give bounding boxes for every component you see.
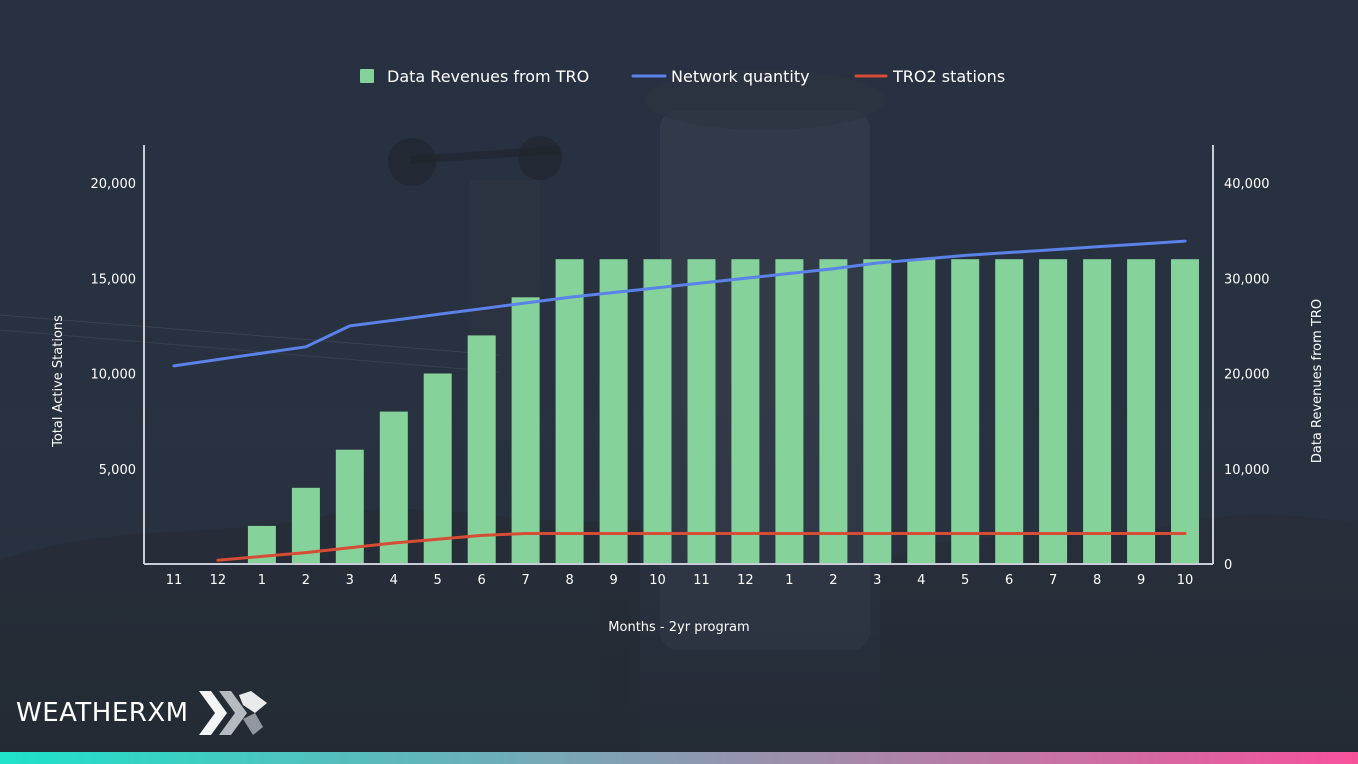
x-tick-labels: 11 12 1 2 3 4 5 6 7 8 9 10 11 12 1 2 3 4 5 6 7 8 9 10 (166, 573, 1194, 588)
x-tick-label: 8 (565, 573, 573, 588)
bar-15 (775, 259, 804, 564)
bar-11 (599, 259, 628, 564)
bar-23 (1127, 259, 1156, 564)
x-tick-label: 7 (521, 573, 529, 588)
bar-7 (423, 373, 452, 564)
x-tick-label: 1 (258, 573, 266, 588)
x-tick-label: 11 (166, 573, 183, 588)
bar-12 (643, 259, 672, 564)
x-tick-label: 3 (346, 573, 354, 588)
network-quantity-line (172, 239, 1187, 368)
power-line-shape (0, 314, 501, 356)
x-axis-title: Months - 2yr program (608, 620, 749, 635)
x-tick-label: 12 (210, 573, 227, 588)
left-y-axis-title: Total Active Stations (51, 315, 66, 448)
tro2-stations-line (216, 532, 1187, 562)
anemometer-cup-right-shape (518, 136, 562, 180)
left-y-tick-labels: 5,000 10,000 15,000 20,000 (91, 177, 137, 478)
brand-wordmark: WEATHERXM (16, 698, 189, 728)
bar-8 (467, 335, 496, 564)
x-tick-label: 9 (1137, 573, 1145, 588)
right-y-tick-labels: 0 10,000 20,000 30,000 40,000 (1224, 177, 1270, 573)
x-tick-label: 3 (873, 573, 881, 588)
legend-label-tro2: TRO2 stations (892, 67, 1005, 86)
bar-10 (555, 259, 584, 564)
legend-label-bars: Data Revenues from TRO (387, 67, 589, 86)
left-y-tick-label: 5,000 (99, 463, 136, 478)
x-tick-label: 4 (917, 573, 925, 588)
right-y-tick-label: 30,000 (1224, 272, 1270, 287)
left-y-tick-label: 15,000 (91, 272, 137, 287)
bar-13 (687, 259, 716, 564)
x-tick-label: 9 (609, 573, 617, 588)
right-y-tick-label: 0 (1224, 558, 1232, 573)
line-series (172, 239, 1187, 562)
tower-cap-shape (645, 70, 885, 130)
bar-9 (511, 297, 540, 564)
bar-16 (819, 259, 848, 564)
x-tick-label: 12 (737, 573, 754, 588)
x-tick-label: 2 (302, 573, 310, 588)
power-line-shape (0, 329, 501, 373)
x-tick-label: 6 (478, 573, 486, 588)
chart-legend: Data Revenues from TRO Network quantity … (360, 67, 1005, 86)
legend-label-network: Network quantity (671, 67, 810, 86)
weatherxm-logo-icon (198, 691, 267, 735)
bar-20 (995, 259, 1024, 564)
anemometer-cup-left-shape (388, 138, 436, 186)
bar-14 (731, 259, 760, 564)
brand-logo: WEATHERXM (16, 688, 269, 738)
bar-21 (1039, 259, 1068, 564)
bar-series (247, 259, 1199, 564)
bar-22 (1083, 259, 1112, 564)
bar-17 (863, 259, 892, 564)
x-tick-label: 5 (434, 573, 442, 588)
right-y-axis-title: Data Revenues from TRO (1310, 299, 1325, 463)
x-tick-label: 8 (1093, 573, 1101, 588)
left-y-tick-label: 20,000 (91, 177, 137, 192)
right-y-tick-label: 20,000 (1224, 368, 1270, 383)
left-y-tick-label: 10,000 (91, 368, 137, 383)
bar-18 (907, 259, 936, 564)
x-tick-label: 5 (961, 573, 969, 588)
x-tick-label: 1 (785, 573, 793, 588)
bar-5 (335, 449, 364, 564)
x-tick-label: 10 (649, 573, 666, 588)
bar-19 (951, 259, 980, 564)
bar-24 (1171, 259, 1199, 564)
bottom-gradient-bar (0, 752, 1358, 764)
bar-6 (379, 411, 408, 564)
right-y-tick-label: 40,000 (1224, 177, 1270, 192)
right-y-tick-label: 10,000 (1224, 463, 1270, 478)
legend-swatch-bars (360, 69, 374, 83)
x-tick-label: 4 (390, 573, 398, 588)
x-tick-label: 11 (693, 573, 710, 588)
x-tick-label: 6 (1005, 573, 1013, 588)
x-tick-label: 2 (829, 573, 837, 588)
x-tick-label: 7 (1049, 573, 1057, 588)
x-tick-label: 10 (1177, 573, 1194, 588)
